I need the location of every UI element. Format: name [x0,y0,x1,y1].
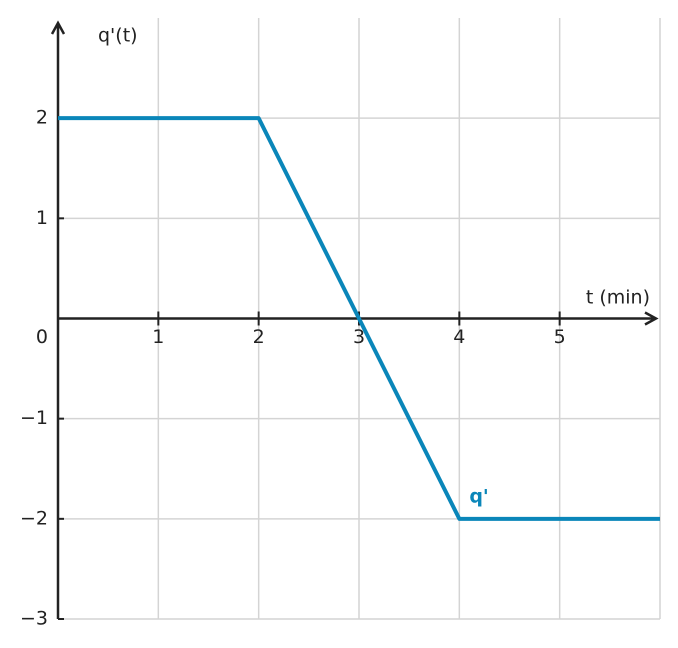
y-tick-label: −3 [20,608,48,630]
x-tick-label: 5 [554,326,566,348]
x-tick-label: 3 [353,326,365,348]
x-axis-label: t (min) [586,287,650,309]
y-axis-label: q'(t) [98,25,138,47]
x-tick-label: 2 [253,326,265,348]
series-label: q' [469,485,488,507]
x-tick-label: 1 [152,326,164,348]
y-axis [50,20,66,619]
x-tick-label: 4 [453,326,465,348]
y-tick-label: −2 [20,507,48,529]
y-tick-label: 2 [36,107,48,129]
y-tick-label: 1 [36,207,48,229]
line [58,116,660,521]
y-tick-label: −1 [20,407,48,429]
y-tick-label: 0 [36,326,48,348]
